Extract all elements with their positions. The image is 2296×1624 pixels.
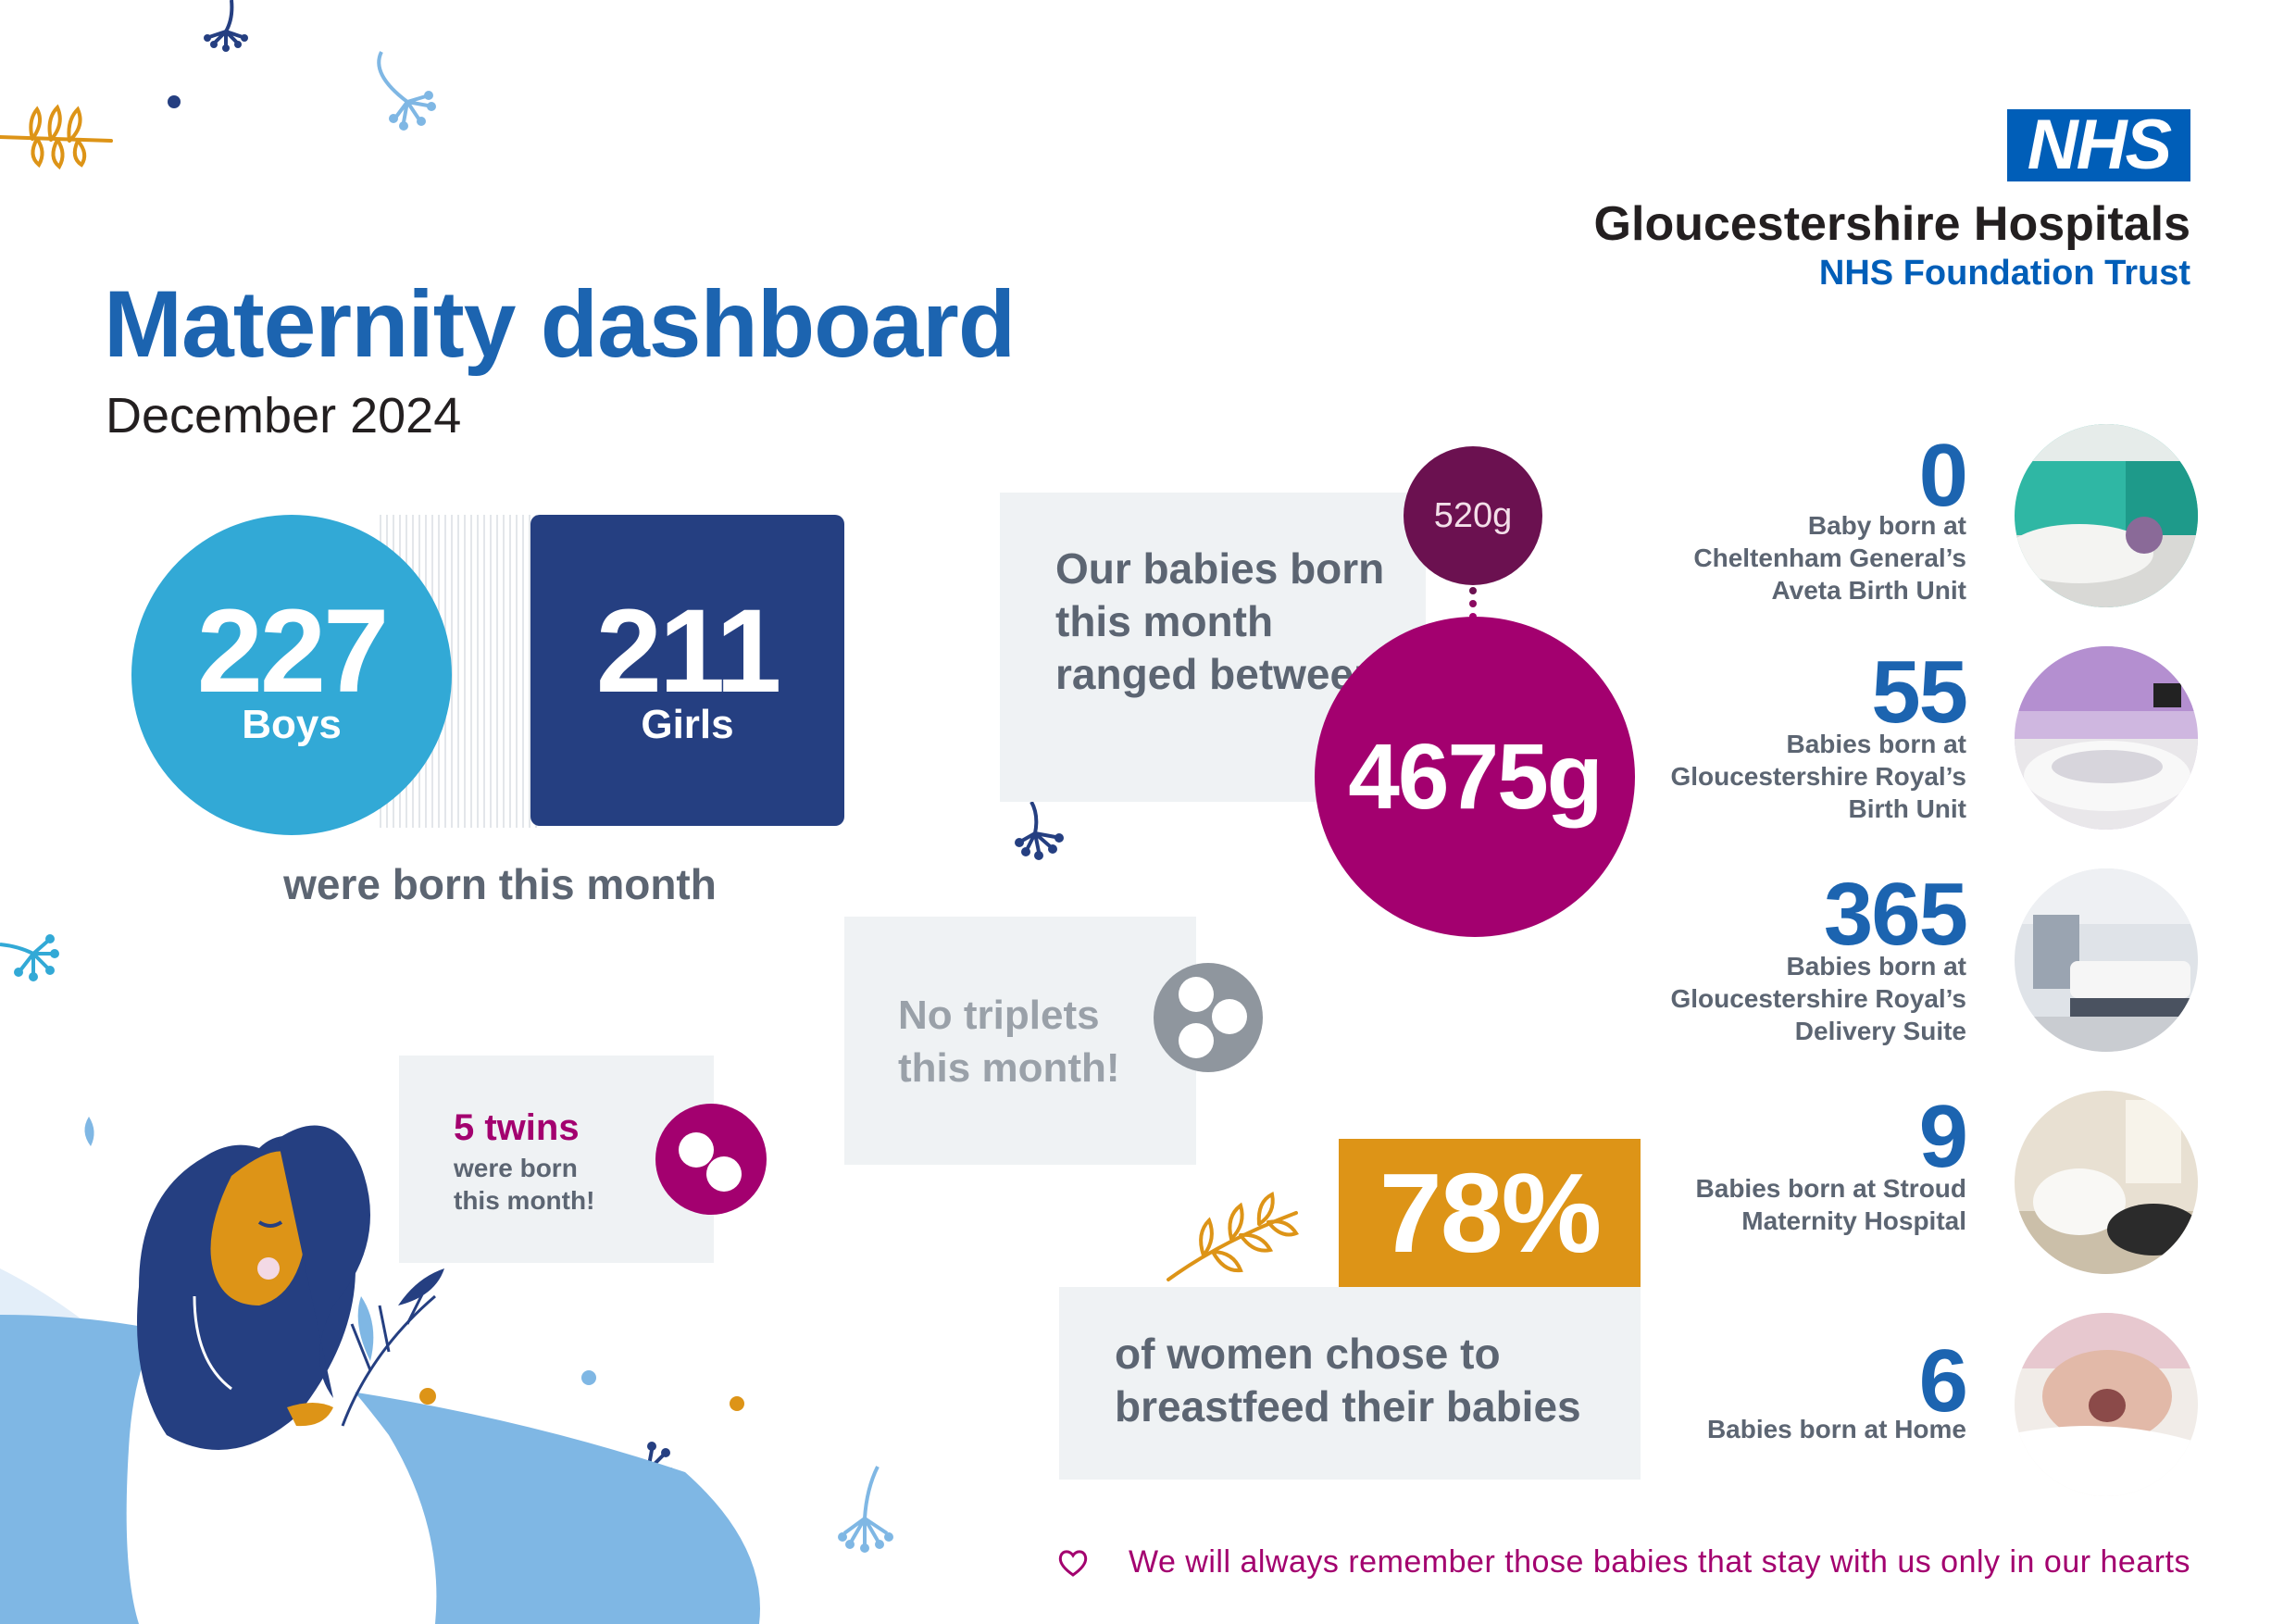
- newborn-photo: [2015, 1313, 2198, 1496]
- aveta-label: Baby born at Cheltenham General’s Aveta …: [1693, 511, 1966, 605]
- home-label: Babies born at Home: [1706, 1415, 1966, 1443]
- gr-birth-unit-count: 55: [1871, 643, 1968, 742]
- stroud-maternity-photo: [2015, 1091, 2198, 1274]
- weight-text: Our babies born this month ranged betwee…: [1055, 544, 1394, 698]
- births-caption: were born this month: [283, 860, 717, 908]
- breastfeed-text: of women chose to breastfeed their babie…: [1115, 1330, 1581, 1430]
- triplets-text: No triplets this month!: [898, 993, 1120, 1091]
- remembrance-footer: We will always remember those babies tha…: [1128, 1544, 2190, 1580]
- trust-subtitle: NHS Foundation Trust: [1818, 254, 2190, 293]
- trust-name: Gloucestershire Hospitals: [1593, 197, 2190, 251]
- max-weight: 4675g: [1315, 617, 1635, 937]
- gr-birth-unit-photo: [2015, 646, 2198, 830]
- breastfeed-panel: [1059, 1287, 1641, 1480]
- gr-delivery-label: Babies born at Gloucestershire Royal’s D…: [1670, 952, 1966, 1045]
- girls-label: Girls: [641, 702, 734, 747]
- stroud-count: 9: [1918, 1087, 1968, 1186]
- flower-sprig-icon: [208, 0, 243, 46]
- mother-illustration: [0, 1125, 760, 1624]
- aveta-count: 0: [1918, 426, 1968, 525]
- aveta-birth-unit-photo: [2015, 424, 2198, 607]
- gr-birth-unit-label: Babies born at Gloucestershire Royal’s B…: [1670, 730, 1966, 823]
- breastfeed-percent: 78%: [1339, 1139, 1641, 1287]
- boys-label: Boys: [242, 702, 342, 747]
- twins-title: 5 twins: [454, 1107, 580, 1148]
- gr-delivery-count: 365: [1823, 865, 1968, 964]
- heart-icon: [1058, 1550, 1088, 1577]
- stroud-label: Babies born at Stroud Maternity Hospital: [1695, 1174, 1966, 1235]
- gr-delivery-suite-photo: [2015, 868, 2198, 1052]
- twins-subtitle: were born this month!: [454, 1154, 595, 1215]
- girls-stat: 211 Girls: [530, 515, 844, 826]
- min-weight: 520g: [1404, 446, 1542, 585]
- boys-count: 227: [196, 585, 390, 718]
- page-period: December 2024: [106, 388, 462, 443]
- twin-icon: [655, 1104, 767, 1215]
- nhs-logo: NHS: [2007, 109, 2190, 181]
- triplet-icon: [1154, 963, 1263, 1072]
- page-title: Maternity dashboard: [104, 271, 1016, 377]
- boys-stat: 227 Boys: [131, 515, 452, 835]
- home-count: 6: [1918, 1331, 1968, 1430]
- triplets-panel: [844, 917, 1196, 1165]
- wheat-sprig-icon: [0, 104, 113, 170]
- girls-count: 211: [595, 585, 782, 718]
